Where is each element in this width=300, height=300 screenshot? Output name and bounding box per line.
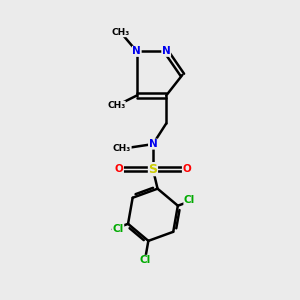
Text: Cl: Cl [112, 224, 124, 234]
Text: N: N [162, 46, 171, 56]
Text: O: O [115, 164, 124, 174]
Text: CH₃: CH₃ [111, 28, 130, 37]
Text: S: S [148, 163, 158, 176]
Text: CH₃: CH₃ [113, 144, 131, 153]
Text: Cl: Cl [184, 195, 195, 205]
Text: N: N [132, 46, 141, 56]
Text: CH₃: CH₃ [107, 101, 125, 110]
Text: Cl: Cl [140, 255, 151, 266]
Text: O: O [182, 164, 191, 174]
Text: N: N [148, 139, 157, 149]
